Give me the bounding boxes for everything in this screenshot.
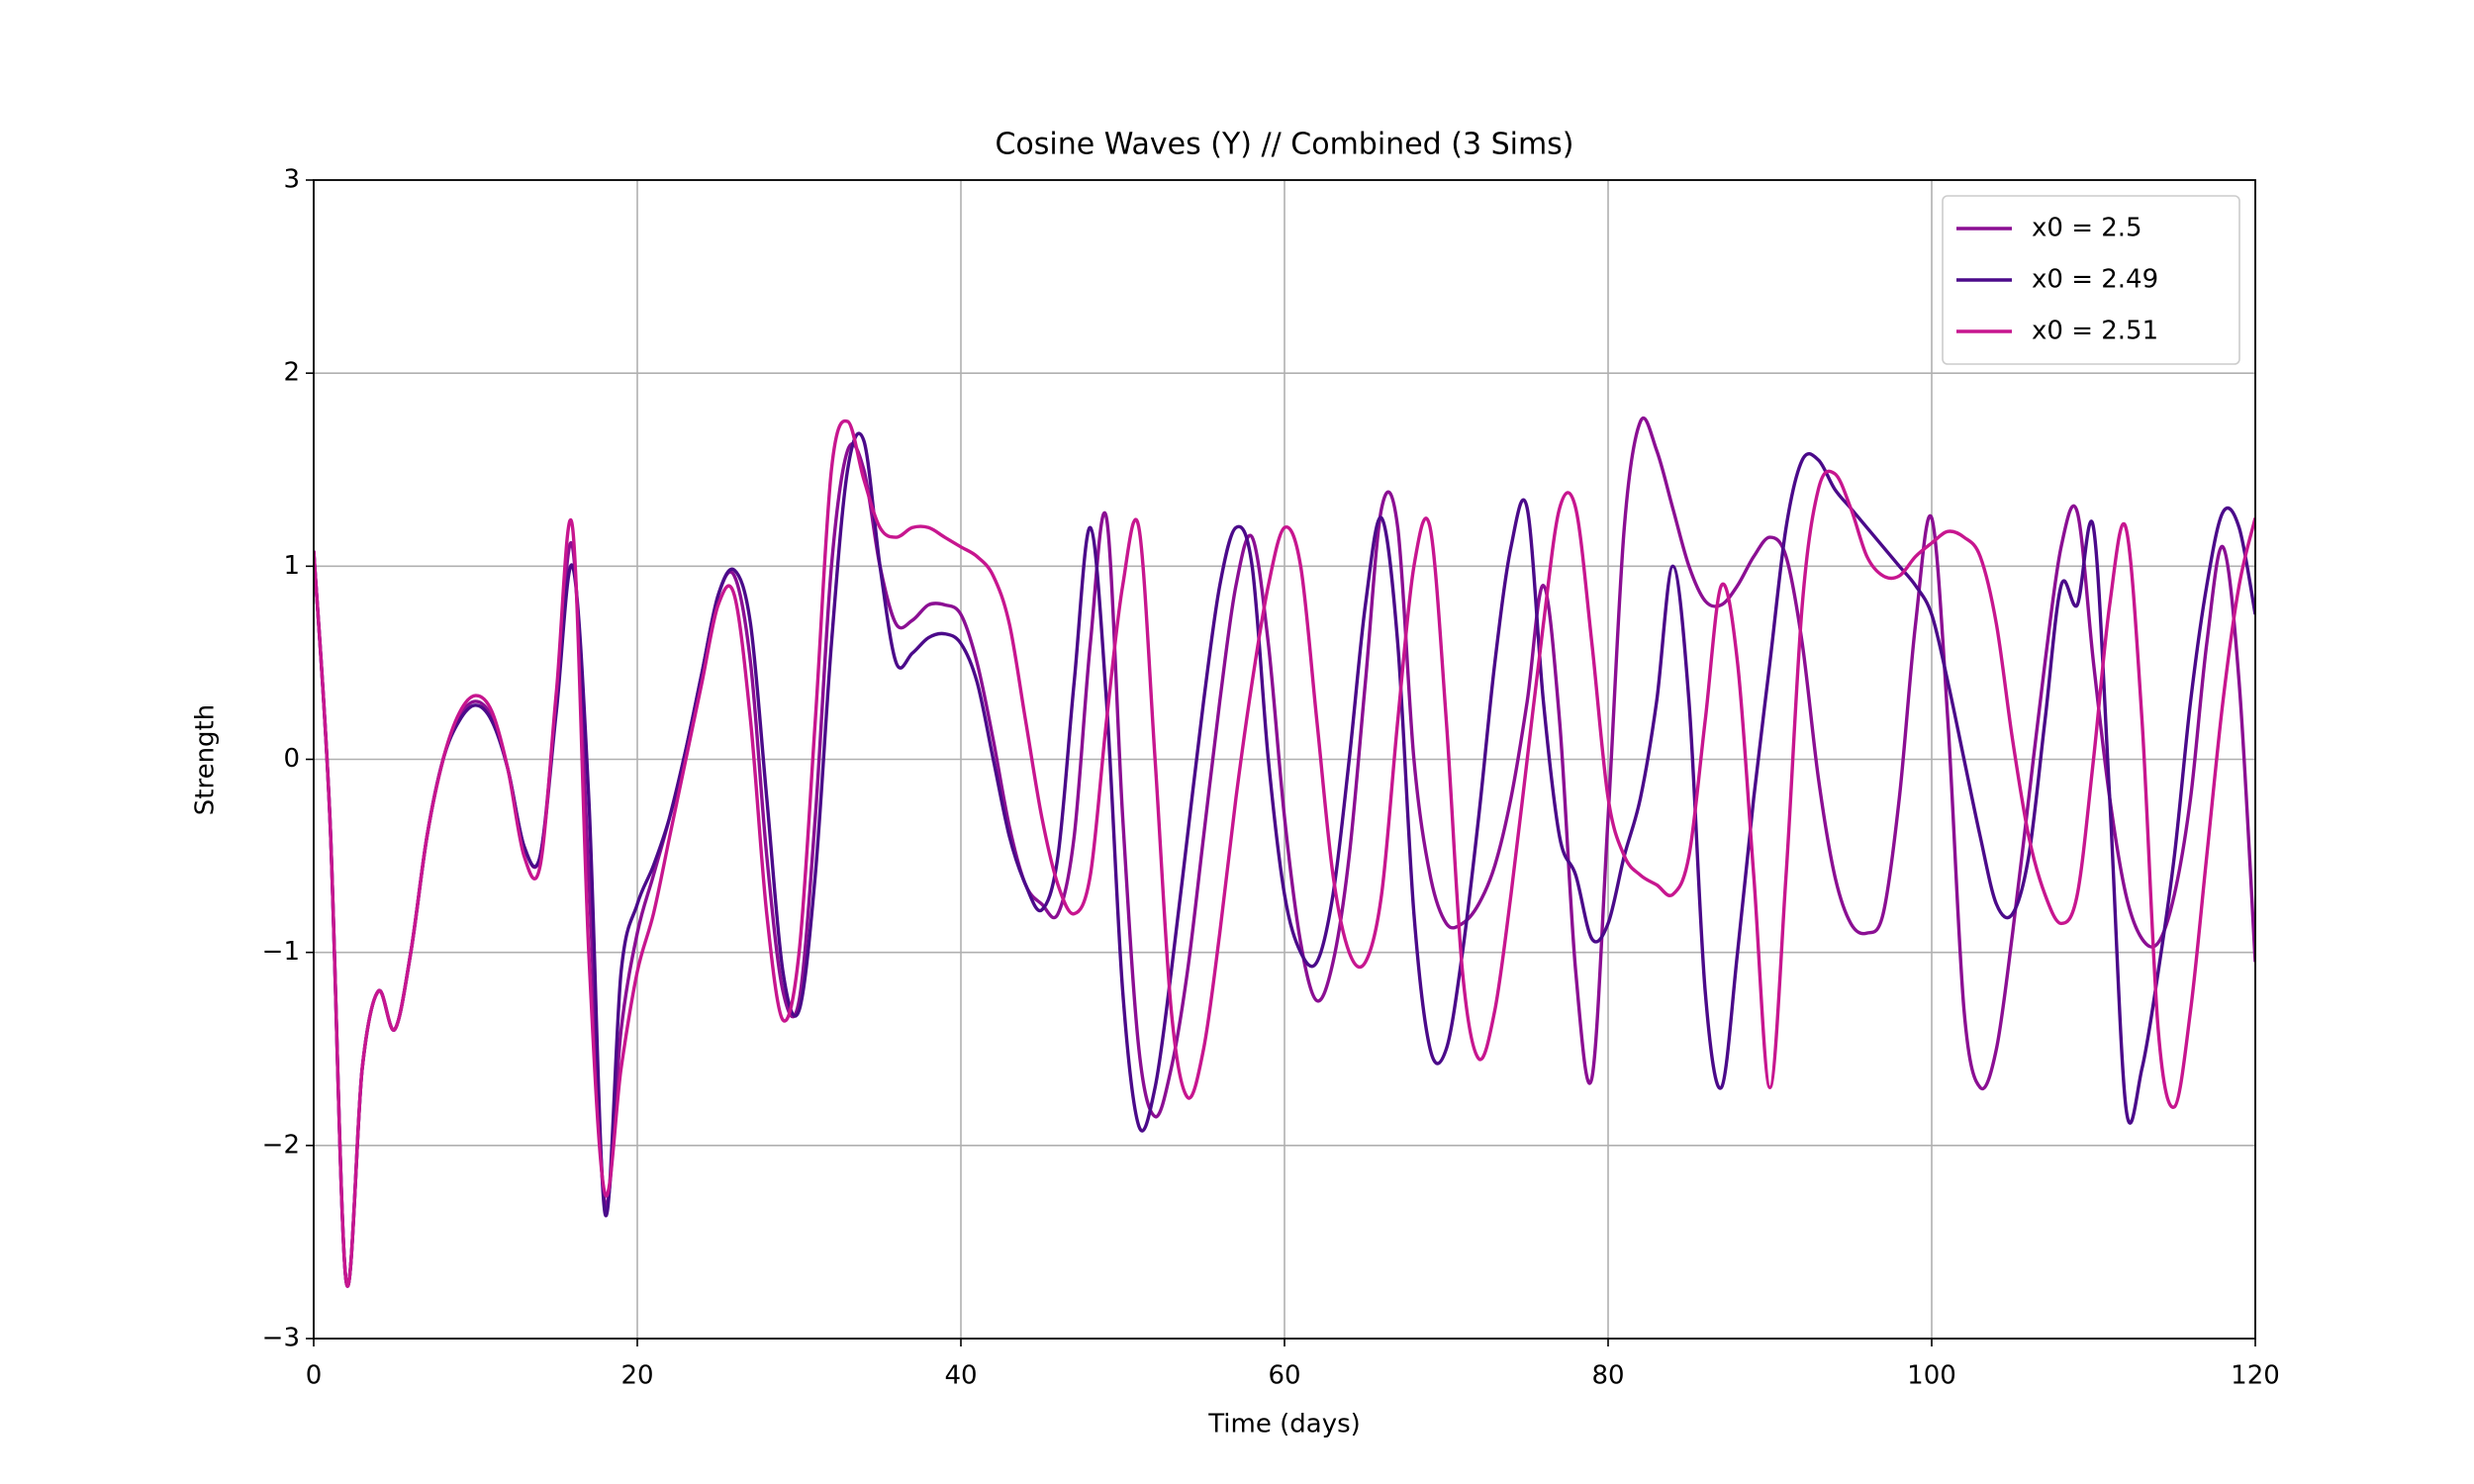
x-tick-label: 40 [944, 1361, 977, 1391]
x-tick-label: 20 [620, 1361, 653, 1391]
line-series [314, 417, 2255, 1288]
y-axis-label: Strength [191, 704, 221, 815]
y-tick-label: −3 [262, 1324, 300, 1353]
legend-label: x0 = 2.5 [2032, 214, 2142, 243]
y-tick-label: 0 [283, 744, 300, 774]
line-series [314, 418, 2255, 1288]
x-tick-label: 120 [2231, 1361, 2280, 1391]
legend-label: x0 = 2.51 [2032, 317, 2158, 346]
x-axis-label: Time (days) [1207, 1410, 1361, 1439]
x-tick-label: 0 [306, 1361, 323, 1391]
x-tick-label: 80 [1591, 1361, 1624, 1391]
legend-label: x0 = 2.49 [2032, 265, 2158, 295]
chart-title: Cosine Waves (Y) // Combined (3 Sims) [995, 128, 1573, 162]
x-tick-label: 60 [1268, 1361, 1300, 1391]
legend-box [1942, 195, 2240, 365]
x-tick-label: 100 [1907, 1361, 1956, 1391]
y-tick-label: −2 [262, 1130, 300, 1159]
line-series [314, 431, 2255, 1288]
y-tick-label: 1 [283, 551, 300, 581]
y-tick-label: 3 [283, 165, 300, 195]
y-tick-label: −1 [262, 937, 300, 967]
plot-frame [313, 179, 2256, 1340]
y-tick-label: 2 [283, 358, 300, 388]
